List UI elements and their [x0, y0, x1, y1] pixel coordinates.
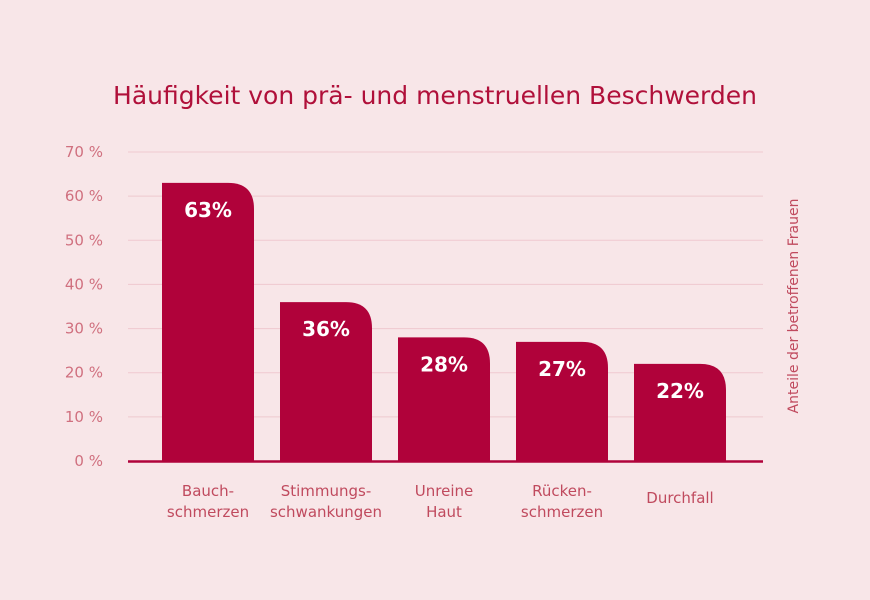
y-tick-label: 70 % [65, 143, 103, 161]
x-axis-labels: Bauch-schmerzen Stimmungs-schwankungen Unr… [167, 482, 714, 521]
bar-value-label: 36% [302, 317, 350, 341]
y-tick-label: 50 % [65, 231, 103, 249]
y-tick-label: 30 % [65, 320, 103, 338]
bar [516, 341, 608, 461]
y-tick-label: 0 % [74, 452, 103, 470]
y-tick-label: 10 % [65, 408, 103, 426]
y-tick-label: 40 % [65, 275, 103, 293]
y-tick-label: 20 % [65, 364, 103, 382]
y-axis-label: Anteile der betroffenen Frauen [786, 199, 802, 414]
x-tick-label: Unreine Haut [415, 482, 473, 521]
x-tick-label: Durchfall [646, 489, 713, 507]
bar-value-label: 28% [420, 352, 468, 376]
bar-value-label: 22% [656, 379, 704, 403]
y-axis-ticks: 0 % 10 % 20 % 30 % 40 % 50 % 60 % 70 % [65, 143, 103, 470]
bar [634, 363, 726, 461]
bar [280, 302, 372, 461]
bar-value-label: 63% [184, 198, 232, 222]
bar-value-label: 27% [538, 357, 586, 381]
x-tick-label: Bauch-schmerzen [167, 482, 249, 521]
bar [162, 182, 254, 461]
x-tick-label: Stimmungs-schwankungen [270, 482, 382, 521]
bar [398, 337, 490, 461]
y-tick-label: 60 % [65, 187, 103, 205]
chart-title: Häufigkeit von prä- und menstruellen Bes… [113, 81, 757, 110]
x-tick-label: Rücken-schmerzen [521, 482, 603, 521]
bars: 63% 36% 28% 27% 22% [162, 182, 726, 461]
